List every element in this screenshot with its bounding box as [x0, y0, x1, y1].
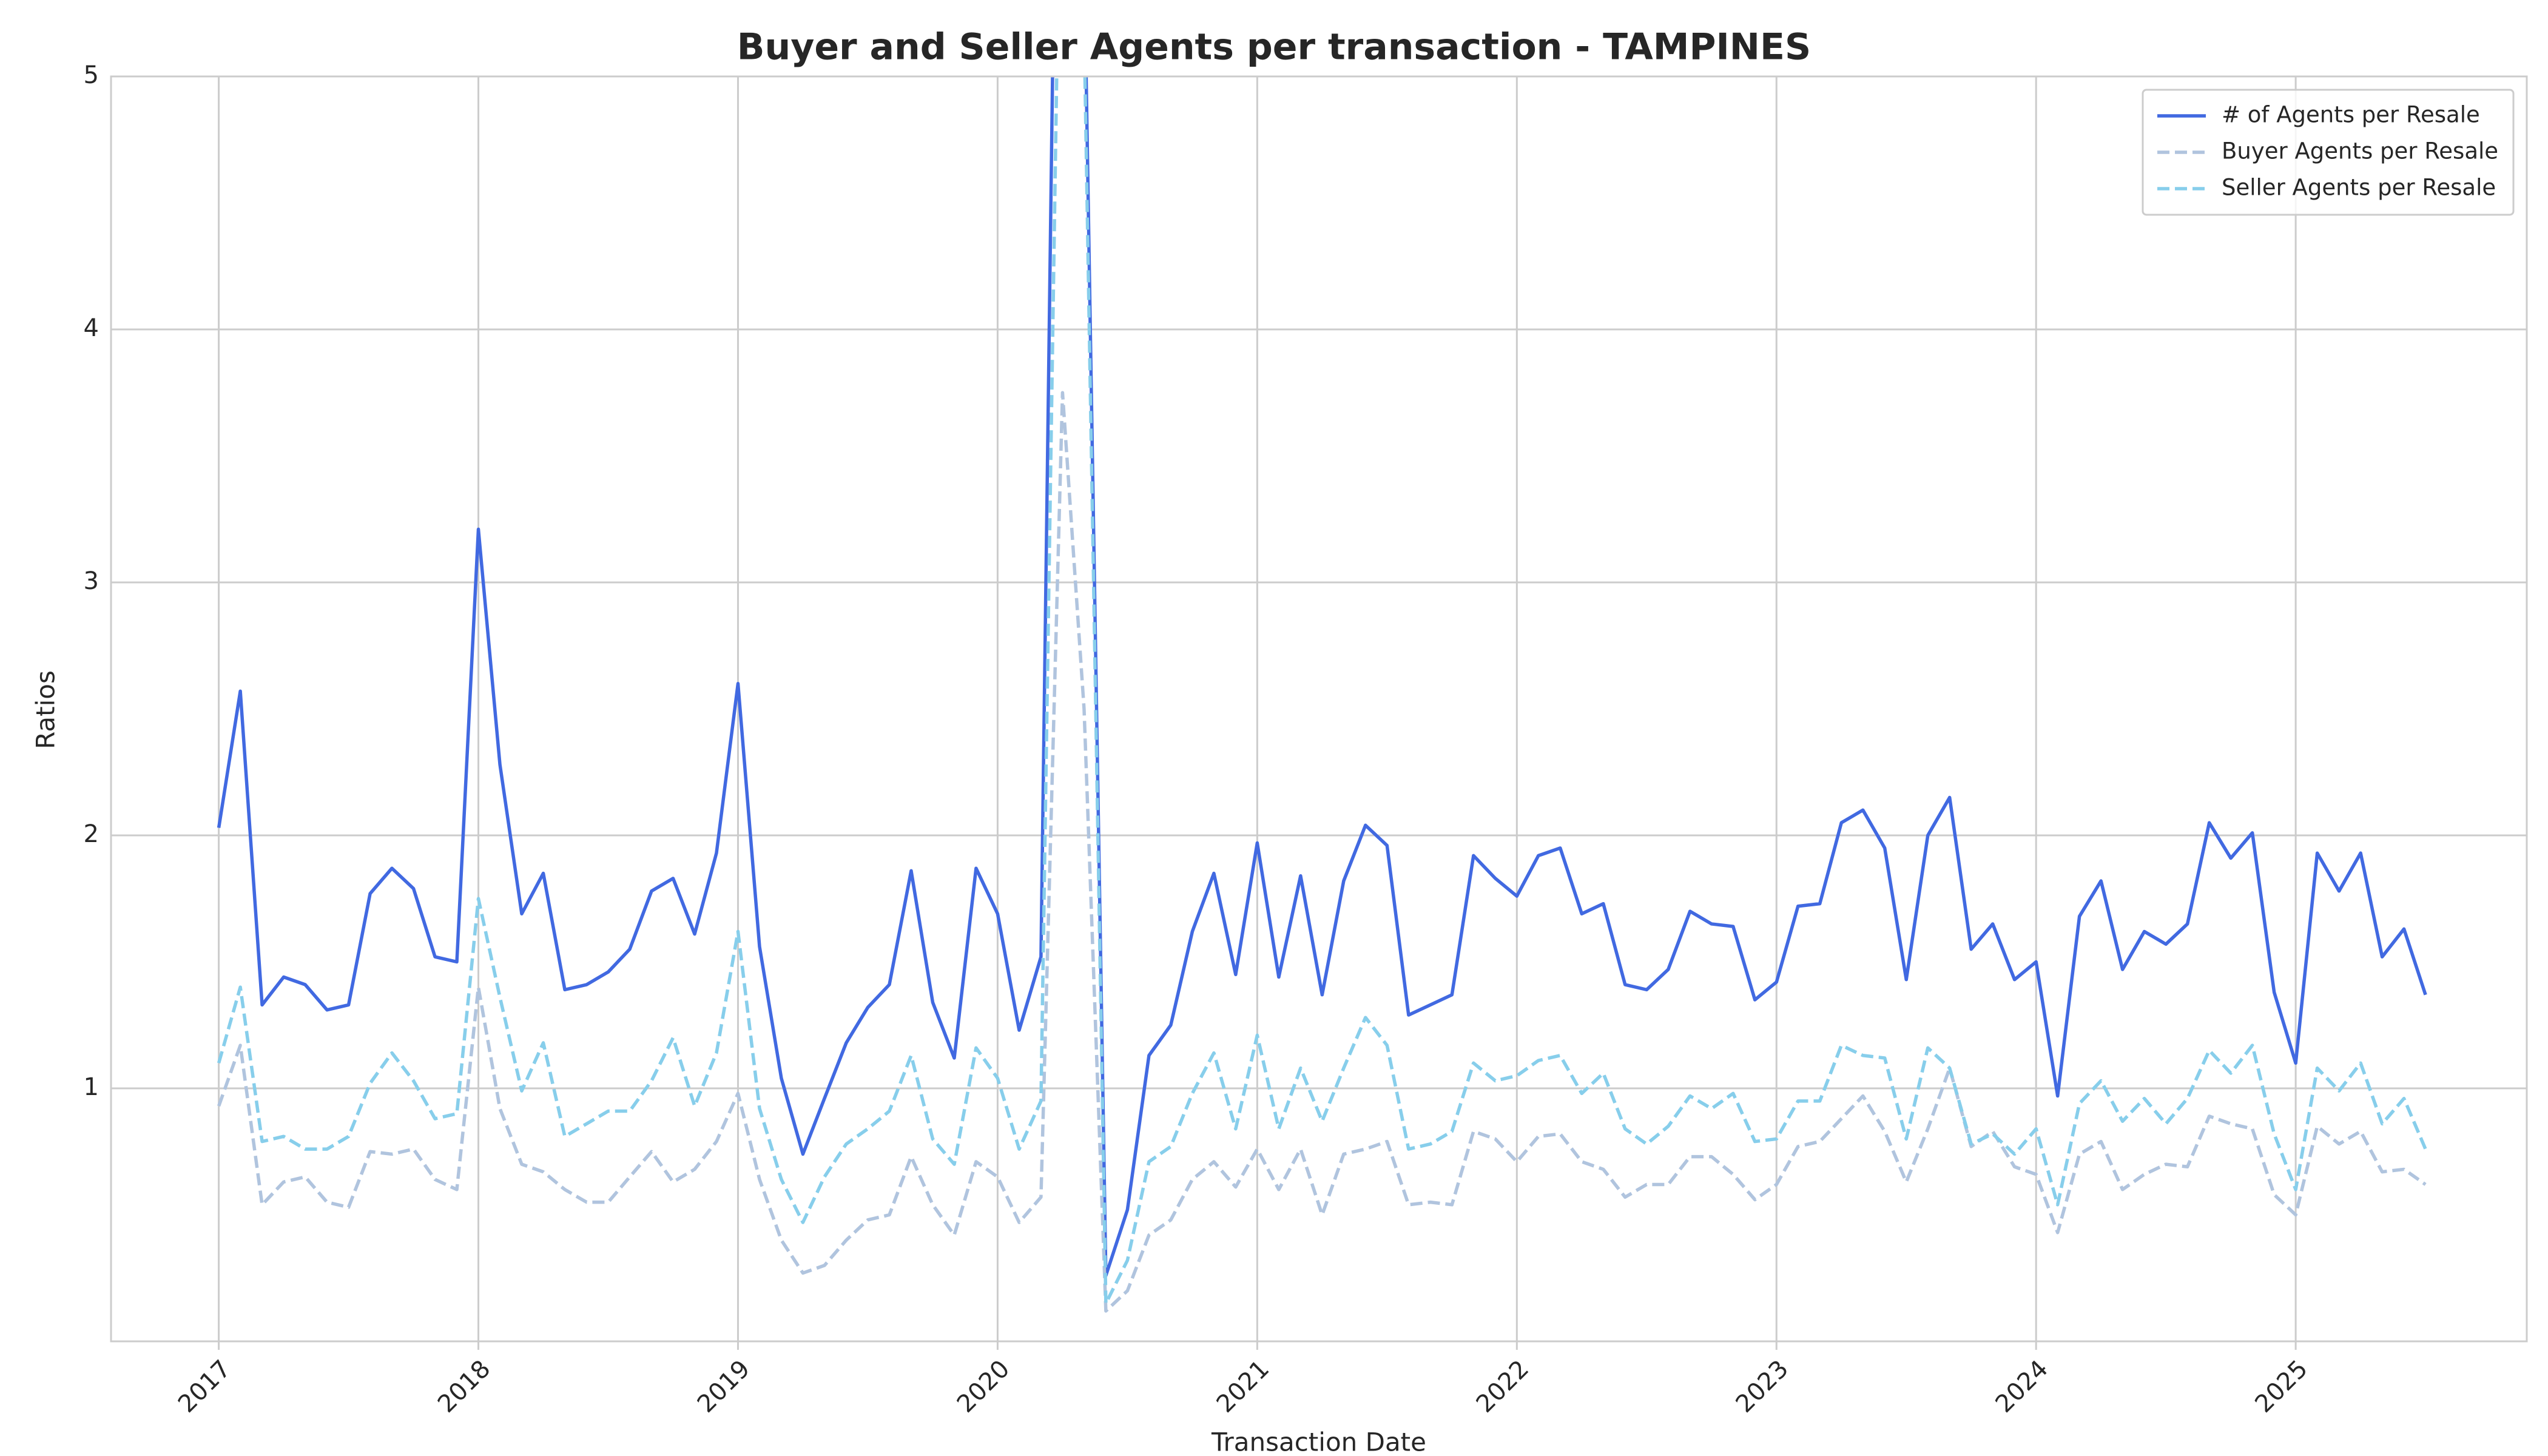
legend: # of Agents per Resale Buyer Agents per R… — [2142, 89, 2515, 216]
y-axis-label: Ratios — [31, 670, 61, 749]
y-tick-label: 3 — [84, 567, 99, 595]
y-tick-label: 2 — [84, 820, 99, 848]
y-tick-label: 4 — [84, 314, 99, 342]
x-axis-label: Transaction Date — [1211, 1427, 1426, 1456]
y-tick-label: 5 — [84, 61, 99, 89]
series-line — [217, 76, 2427, 1278]
legend-label: Buyer Agents per Resale — [2222, 138, 2498, 164]
legend-box — [2142, 89, 2515, 216]
legend-label: # of Agents per Resale — [2222, 102, 2480, 128]
series-line — [217, 391, 2427, 1313]
plot-frame — [110, 75, 2528, 1343]
legend-label: Seller Agents per Resale — [2222, 175, 2496, 201]
chart-title: Buyer and Seller Agents per transaction … — [737, 26, 1811, 69]
plot-lines — [217, 76, 2427, 1313]
series-line — [217, 76, 2427, 1306]
y-tick-label: 1 — [84, 1073, 99, 1101]
